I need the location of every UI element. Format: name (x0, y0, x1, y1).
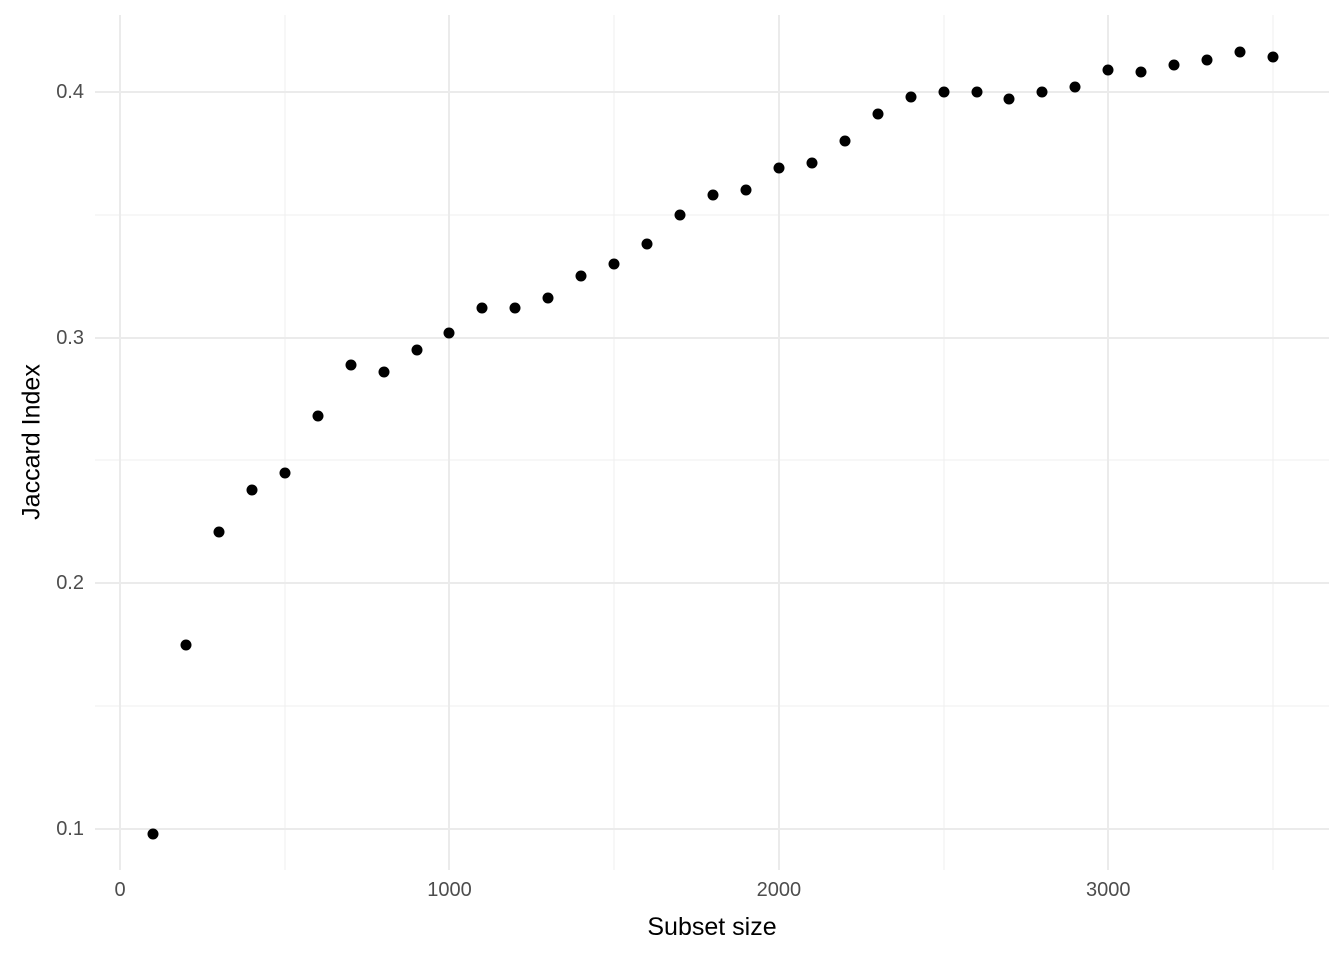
x-minor-gridline (284, 15, 286, 870)
data-point (641, 238, 653, 250)
data-point (1234, 46, 1246, 58)
y-tick-label: 0.4 (56, 80, 84, 103)
data-point (147, 828, 159, 840)
data-point (575, 270, 587, 282)
data-point (246, 484, 258, 496)
y-tick-label: 0.1 (56, 818, 84, 841)
x-tick-label: 2000 (756, 879, 802, 901)
data-point (773, 162, 785, 174)
data-point (1201, 54, 1213, 66)
data-point (872, 108, 884, 120)
data-point (411, 344, 422, 356)
data-point (740, 184, 752, 196)
y-minor-gridline (95, 705, 1329, 707)
x-axis-title: Subset size (647, 913, 777, 941)
x-major-gridline (777, 15, 780, 870)
data-point (312, 410, 324, 422)
data-point (1102, 64, 1114, 76)
x-minor-gridline (1272, 15, 1274, 870)
data-point (674, 209, 686, 221)
y-minor-gridline (95, 459, 1329, 461)
y-tick-label: 0.2 (56, 572, 84, 595)
x-minor-gridline (613, 15, 615, 870)
y-major-gridline (95, 828, 1329, 831)
x-major-gridline (448, 15, 451, 870)
data-point (707, 189, 719, 201)
data-point (1267, 51, 1279, 63)
data-point (905, 91, 917, 103)
data-point (509, 302, 521, 314)
data-point (542, 292, 554, 304)
x-major-gridline (119, 15, 122, 870)
data-point (938, 86, 950, 98)
y-axis-title: Jaccard Index (17, 364, 46, 520)
y-tick-label: 0.3 (56, 326, 84, 349)
data-point (213, 526, 225, 538)
data-point (443, 327, 455, 339)
x-tick-label: 1000 (427, 879, 472, 901)
data-point (608, 258, 620, 270)
data-point (476, 302, 488, 314)
plot-area (95, 15, 1329, 870)
data-point (1069, 81, 1081, 93)
y-minor-gridline (95, 214, 1329, 216)
data-point (1036, 86, 1048, 98)
data-point (1003, 93, 1015, 105)
data-point (839, 135, 851, 147)
x-minor-gridline (943, 15, 945, 870)
x-tick-label: 0 (114, 879, 126, 901)
data-point (378, 366, 390, 378)
x-tick-label: 3000 (1086, 879, 1131, 901)
y-major-gridline (95, 90, 1329, 93)
data-point (971, 86, 983, 98)
y-major-gridline (95, 582, 1329, 585)
x-major-gridline (1107, 15, 1110, 870)
data-point (1135, 66, 1147, 78)
data-point (345, 359, 357, 371)
data-point (806, 157, 818, 169)
data-point (279, 467, 291, 479)
data-point (1168, 59, 1180, 71)
data-point (180, 639, 192, 651)
y-major-gridline (95, 336, 1329, 339)
